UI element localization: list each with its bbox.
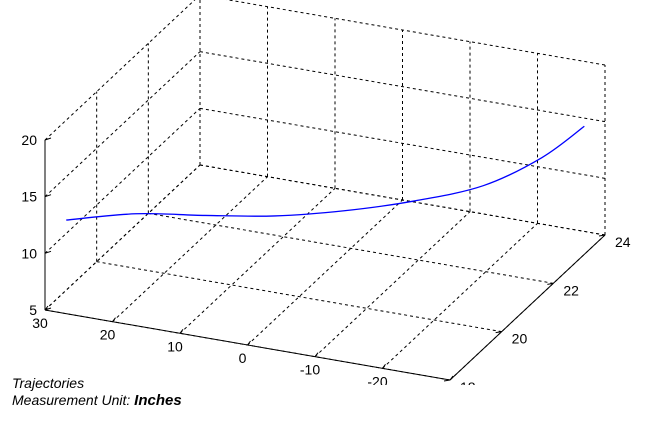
trajectory-line — [66, 125, 585, 221]
y-tick-label: 20 — [512, 331, 528, 347]
y-tick-mark — [598, 234, 606, 237]
x-tick-mark — [179, 329, 184, 334]
y-tick-mark — [443, 379, 451, 382]
floor-gridline-x — [112, 176, 268, 323]
z-tick-label: 15 — [21, 189, 37, 205]
y-tick-mark — [495, 331, 502, 334]
floor-gridline-y — [96, 261, 502, 333]
z-tick-label: 20 — [21, 132, 37, 148]
y-axis-line — [449, 234, 606, 381]
backwall-gridline-z — [225, 0, 606, 66]
z-tick-mark — [44, 307, 52, 311]
backwall-gridline-z — [199, 164, 606, 236]
grid-lines — [44, 0, 606, 381]
sidewall-gridline-z — [44, 164, 201, 311]
z-tick-label: 10 — [21, 245, 37, 261]
y-tick-label: 18 — [460, 379, 476, 385]
y-tick-mark — [547, 282, 554, 285]
x-tick-label: 0 — [239, 350, 247, 366]
z-tick-mark — [44, 194, 52, 198]
plot-data — [66, 125, 585, 221]
x-tick-mark — [247, 340, 251, 346]
x-tick-label: -10 — [300, 362, 320, 378]
sidewall-gridline-z — [44, 0, 196, 141]
backwall-gridline-z — [199, 107, 606, 179]
caption-title: Trajectories — [12, 375, 85, 391]
floor-gridline-x — [247, 199, 403, 346]
backwall-gridline-z — [199, 51, 606, 123]
sidewall-gridline-z — [44, 51, 201, 198]
caption-unit: Measurement Unit: Inches — [12, 392, 182, 409]
x-tick-mark — [382, 364, 386, 369]
x-tick-mark — [314, 352, 319, 357]
floor-gridline-x — [314, 211, 471, 358]
x-tick-label: 10 — [167, 338, 183, 354]
caption-unit-value: Inches — [134, 392, 182, 409]
floor-gridline-y — [148, 212, 554, 284]
floor-gridline-x — [382, 222, 538, 369]
axes — [44, 137, 606, 382]
z-tick-mark — [44, 250, 52, 254]
y-tick-label: 24 — [615, 234, 631, 250]
z-tick-label: 5 — [29, 302, 37, 318]
x-tick-label: 30 — [32, 315, 48, 331]
sidewall-gridline-z — [44, 107, 201, 254]
y-tick-label: 22 — [563, 282, 579, 298]
x-tick-mark — [449, 375, 454, 381]
z-tick-mark — [44, 137, 52, 141]
x-tick-label: 20 — [100, 327, 116, 343]
floor-gridline-x — [179, 187, 336, 334]
x-tick-label: -20 — [367, 373, 387, 385]
x-tick-mark — [112, 317, 116, 322]
caption-unit-prefix: Measurement Unit: — [12, 392, 135, 408]
